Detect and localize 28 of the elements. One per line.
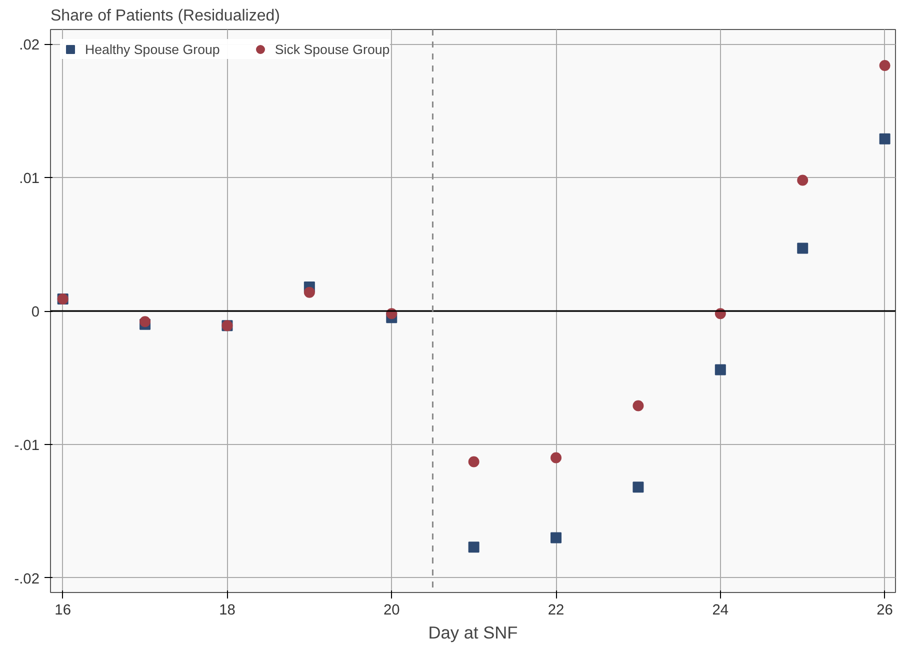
point xyxy=(550,452,562,464)
y-tick-label: -.02 xyxy=(14,571,40,588)
legend-label: Sick Spouse Group xyxy=(274,42,390,56)
point xyxy=(879,60,890,72)
point xyxy=(140,316,151,328)
y-tick-label: 0 xyxy=(31,304,40,320)
point xyxy=(632,482,644,493)
point xyxy=(632,400,644,412)
x-axis-title: Day at SNF xyxy=(428,622,518,642)
y-axis-title: Share of Patients (Residualized) xyxy=(50,8,280,24)
x-tick-label: 26 xyxy=(876,602,893,618)
point xyxy=(468,456,480,468)
point xyxy=(304,286,315,298)
point xyxy=(797,242,808,254)
point xyxy=(714,364,726,376)
x-tick-label: 20 xyxy=(383,602,400,618)
y-tick-label: .02 xyxy=(19,38,40,54)
x-tick-label: 22 xyxy=(548,602,564,618)
point xyxy=(797,174,808,186)
point xyxy=(879,133,890,144)
legend-label: Healthy Spouse Group xyxy=(85,42,220,56)
y-tick-label: .01 xyxy=(19,171,40,188)
x-tick-label: 18 xyxy=(219,602,236,618)
x-tick-label: 16 xyxy=(54,602,71,618)
point xyxy=(468,542,480,553)
y-tick-label: -.01 xyxy=(14,438,40,454)
x-tick-label: 24 xyxy=(712,602,729,618)
point xyxy=(550,532,562,544)
